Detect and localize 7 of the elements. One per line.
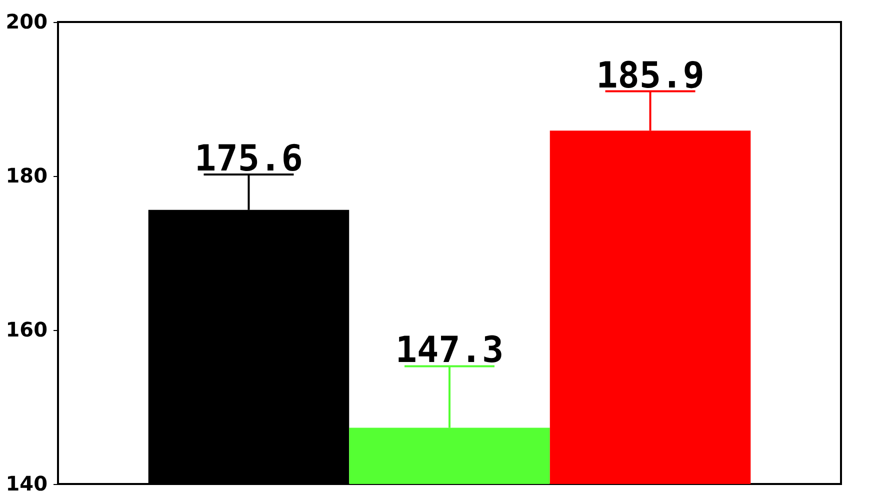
y-tick-label: 160 (6, 318, 48, 342)
data-label: 147.3 (395, 330, 504, 372)
data-label: 175.6 (194, 138, 303, 180)
data-label: 185.9 (596, 55, 704, 96)
y-tick-label: 140 (6, 472, 48, 496)
y-tick-label: 180 (6, 164, 48, 188)
y-tick-label: 200 (6, 10, 48, 34)
